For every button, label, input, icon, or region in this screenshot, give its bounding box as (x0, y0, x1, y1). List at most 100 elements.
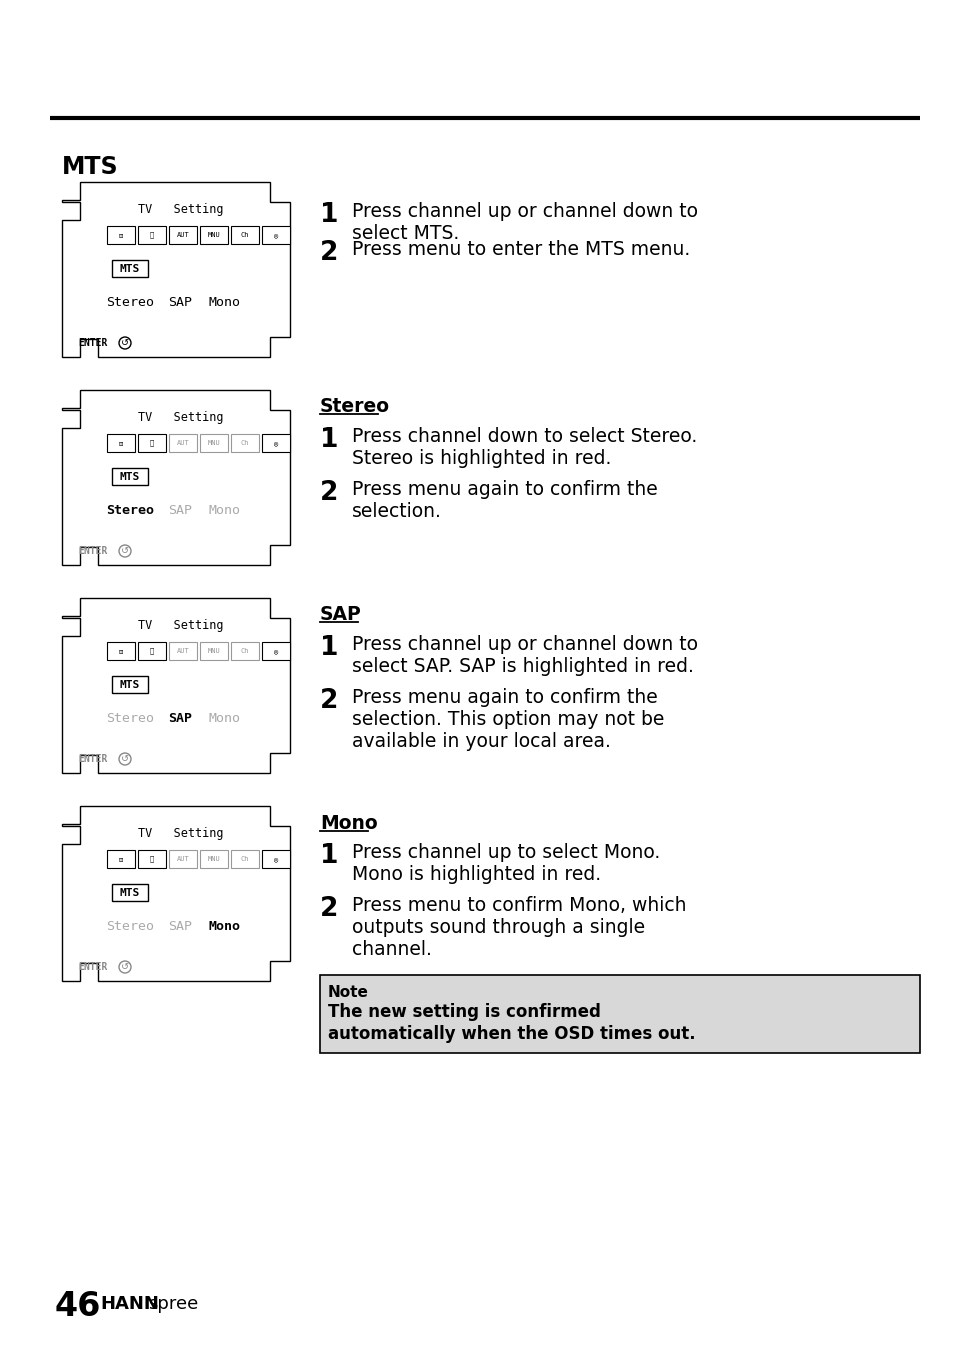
Text: Mono: Mono (209, 503, 241, 516)
Bar (200, 850, 228, 868)
Text: 2: 2 (319, 688, 338, 714)
Text: ℐ: ℐ (150, 439, 154, 446)
Text: ↺: ↺ (121, 338, 129, 347)
Text: Stereo: Stereo (106, 919, 153, 933)
Text: Press channel up or channel down to: Press channel up or channel down to (352, 635, 698, 654)
Bar (169, 642, 196, 660)
Text: TV   Setting: TV Setting (137, 411, 223, 425)
Text: Press menu again to confirm the: Press menu again to confirm the (352, 688, 657, 707)
Bar (138, 642, 166, 660)
Text: ↺: ↺ (121, 754, 129, 764)
Bar (262, 642, 290, 660)
Text: 2: 2 (319, 896, 338, 922)
Bar (200, 642, 228, 660)
Bar (231, 226, 258, 243)
Text: ℐ: ℐ (150, 856, 154, 863)
Text: Press channel down to select Stereo.: Press channel down to select Stereo. (352, 427, 697, 446)
Text: ⊡: ⊡ (119, 233, 123, 238)
Text: AUT: AUT (176, 648, 190, 654)
Text: 46: 46 (55, 1290, 101, 1324)
Text: ENTER: ENTER (78, 338, 108, 347)
Text: Stereo: Stereo (106, 503, 153, 516)
Text: HANN: HANN (100, 1295, 159, 1313)
Bar (262, 226, 290, 243)
Text: Press channel up to select Mono.: Press channel up to select Mono. (352, 844, 659, 863)
Text: Ch: Ch (240, 856, 249, 863)
Text: channel.: channel. (352, 940, 432, 959)
Text: SAP: SAP (168, 503, 192, 516)
Text: SAP: SAP (168, 711, 192, 725)
Text: TV   Setting: TV Setting (137, 204, 223, 216)
Bar (262, 850, 290, 868)
Bar (200, 434, 228, 452)
Text: automatically when the OSD times out.: automatically when the OSD times out. (328, 1025, 695, 1042)
Bar (231, 434, 258, 452)
Bar (262, 434, 290, 452)
Text: TV   Setting: TV Setting (137, 827, 223, 841)
Text: MTS: MTS (120, 472, 140, 481)
Text: 2: 2 (319, 480, 338, 506)
Text: Stereo is highlighted in red.: Stereo is highlighted in red. (352, 449, 611, 468)
Text: Press menu to confirm Mono, which: Press menu to confirm Mono, which (352, 896, 686, 915)
Text: selection.: selection. (352, 502, 441, 521)
Bar (112, 260, 148, 277)
Text: Mono: Mono (209, 919, 241, 933)
Bar (112, 676, 148, 694)
Text: ENTER: ENTER (78, 963, 108, 972)
Text: ↺: ↺ (121, 963, 129, 972)
Text: select MTS.: select MTS. (352, 224, 458, 243)
Text: SAP: SAP (319, 604, 361, 625)
Text: AUT: AUT (176, 439, 190, 446)
Bar (200, 226, 228, 243)
Text: Stereo: Stereo (106, 711, 153, 725)
Polygon shape (62, 183, 290, 357)
Text: ENTER: ENTER (78, 546, 108, 556)
Text: Ch: Ch (240, 439, 249, 446)
Bar (319, 975, 919, 1053)
Bar (138, 850, 166, 868)
Bar (169, 226, 196, 243)
Text: Mono: Mono (319, 814, 377, 833)
Text: ◎: ◎ (274, 233, 278, 238)
Text: Press menu to enter the MTS menu.: Press menu to enter the MTS menu. (352, 241, 690, 260)
Text: ↺: ↺ (121, 546, 129, 556)
Bar (231, 642, 258, 660)
Text: ◎: ◎ (274, 648, 278, 654)
Text: select SAP. SAP is highlighted in red.: select SAP. SAP is highlighted in red. (352, 657, 693, 676)
Text: ℐ: ℐ (150, 648, 154, 654)
Text: MTS: MTS (120, 264, 140, 273)
Bar (112, 468, 148, 485)
Text: ⊡: ⊡ (119, 439, 123, 446)
Text: Ch: Ch (240, 233, 249, 238)
Text: 1: 1 (319, 635, 338, 661)
Text: Mono: Mono (209, 711, 241, 725)
Text: ◎: ◎ (274, 439, 278, 446)
Text: ◎: ◎ (274, 856, 278, 863)
Text: outputs sound through a single: outputs sound through a single (352, 918, 644, 937)
Text: SAP: SAP (168, 919, 192, 933)
Text: 1: 1 (319, 201, 338, 228)
Text: ⊡: ⊡ (119, 648, 123, 654)
Text: Mono is highlighted in red.: Mono is highlighted in red. (352, 865, 600, 884)
Bar (107, 226, 135, 243)
Text: spree: spree (148, 1295, 198, 1313)
Text: Stereo: Stereo (106, 296, 153, 308)
Text: SAP: SAP (168, 296, 192, 308)
Text: Press menu again to confirm the: Press menu again to confirm the (352, 480, 657, 499)
Text: AUT: AUT (176, 856, 190, 863)
Text: MNU: MNU (208, 856, 220, 863)
Text: MTS: MTS (120, 680, 140, 690)
Bar (138, 434, 166, 452)
Bar (107, 434, 135, 452)
Text: Ch: Ch (240, 648, 249, 654)
Bar (107, 642, 135, 660)
Text: AUT: AUT (176, 233, 190, 238)
Text: Stereo: Stereo (319, 397, 390, 416)
Polygon shape (62, 806, 290, 982)
Text: MNU: MNU (208, 233, 220, 238)
Bar (231, 850, 258, 868)
Text: 1: 1 (319, 427, 338, 453)
Bar (169, 850, 196, 868)
Text: Press channel up or channel down to: Press channel up or channel down to (352, 201, 698, 220)
Bar (169, 434, 196, 452)
